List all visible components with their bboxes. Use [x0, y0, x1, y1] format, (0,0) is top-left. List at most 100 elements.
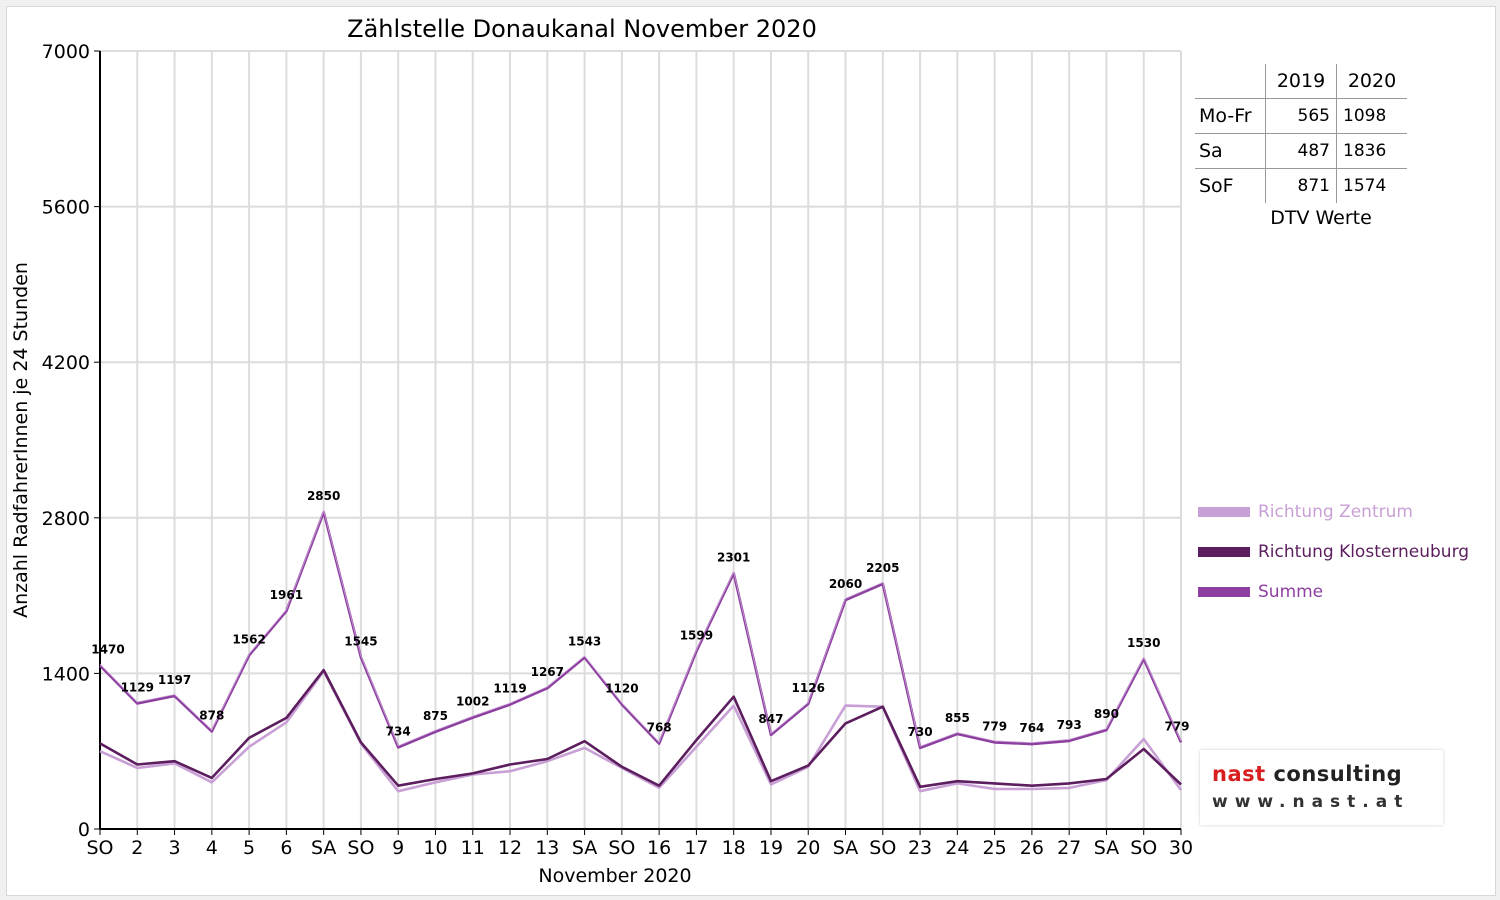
dtv-row-label: SoF	[1195, 168, 1266, 203]
dtv-row-mofr: Mo-Fr 565 1098	[1195, 98, 1407, 134]
series-line-zentrum	[99, 669, 1183, 793]
dtv-value-2019: 487	[1265, 133, 1337, 169]
x-tick-label: 12	[498, 837, 522, 859]
dtv-value-2020: 1836	[1336, 133, 1407, 169]
data-label: 1126	[792, 681, 825, 695]
data-label: 2850	[307, 489, 340, 503]
logo-name-part1: nast	[1212, 762, 1266, 786]
legend-swatch	[1198, 547, 1250, 557]
y-tick-label: 2800	[42, 508, 90, 530]
legend-swatch	[1198, 587, 1250, 597]
legend-item-zentrum: Richtung Zentrum	[1198, 492, 1469, 532]
data-label: 764	[1019, 721, 1044, 735]
x-tick-label: SO	[608, 837, 635, 859]
legend: Richtung Zentrum Richtung Klosterneuburg…	[1198, 492, 1469, 612]
data-label: 1543	[568, 635, 601, 649]
x-tick-label: SA	[1094, 837, 1119, 859]
series-line-klosterneuburg	[99, 668, 1182, 789]
legend-label: Summe	[1258, 582, 1324, 602]
series-layer	[99, 509, 1183, 793]
dtv-row-sa: Sa 487 1836	[1195, 133, 1407, 169]
series-line-summe	[99, 510, 1183, 750]
data-label: 734	[386, 724, 411, 738]
x-tick-label: 25	[983, 837, 1007, 859]
dtv-header-2020: 2020	[1336, 64, 1407, 99]
x-tick-label: 23	[908, 837, 932, 859]
data-label: 1120	[605, 682, 638, 696]
data-label: 1545	[344, 634, 377, 648]
x-tick-label: 18	[722, 837, 746, 859]
x-tick-label: 4	[206, 837, 218, 859]
data-label: 1129	[121, 681, 154, 695]
series-line-summe-highlight	[99, 509, 1182, 747]
dtv-value-2020: 1574	[1336, 168, 1407, 203]
data-label: 779	[1164, 719, 1189, 733]
legend-item-summe: Summe	[1198, 572, 1469, 612]
dtv-table: 2019 2020 Mo-Fr 565 1098 Sa 487 1836 SoF…	[1195, 64, 1407, 229]
grid-layer	[99, 50, 1182, 830]
y-axis-label: Anzahl RadfahrerInnen je 24 Stunden	[10, 262, 32, 618]
x-tick-label: 5	[243, 837, 255, 859]
legend-item-klosterneuburg: Richtung Klosterneuburg	[1198, 532, 1469, 572]
dtv-caption: DTV Werte	[1270, 207, 1372, 229]
x-tick-label: SA	[311, 837, 336, 859]
y-tick-label: 7000	[42, 41, 90, 63]
dtv-header-empty	[1195, 64, 1266, 99]
data-label: 1961	[270, 588, 303, 602]
logo-name-part2: consulting	[1265, 762, 1403, 786]
data-label: 847	[758, 712, 783, 726]
data-label: 1599	[680, 628, 713, 642]
dtv-row-sof: SoF 871 1574	[1195, 168, 1407, 203]
x-tick-label: 19	[759, 837, 783, 859]
y-tick-label: 5600	[42, 197, 90, 219]
x-tick-label: 13	[535, 837, 559, 859]
data-label: 875	[423, 709, 448, 723]
x-tick-label: SO	[347, 837, 374, 859]
data-label: 793	[1057, 718, 1082, 732]
x-tick-label: 24	[945, 837, 969, 859]
data-label: 1119	[493, 682, 526, 696]
dtv-value-2019: 565	[1265, 98, 1337, 134]
data-label: 1530	[1127, 636, 1160, 650]
chart-title: Zählstelle Donaukanal November 2020	[347, 15, 817, 43]
data-label: 890	[1094, 707, 1119, 721]
x-tick-label: SA	[833, 837, 858, 859]
legend-swatch	[1198, 507, 1250, 517]
x-tick-label: 9	[392, 837, 404, 859]
data-label: 1267	[531, 665, 564, 679]
y-tick-label: 1400	[42, 663, 90, 685]
x-tick-label: SO	[86, 837, 113, 859]
dtv-table-grid: 2019 2020 Mo-Fr 565 1098 Sa 487 1836 SoF…	[1195, 64, 1407, 203]
data-label: 768	[647, 721, 672, 735]
x-tick-label: 16	[647, 837, 671, 859]
data-labels-layer: 1470 1129 1197 878 1562 1961 2850 1545 734 875 100…	[91, 489, 1189, 739]
data-label: 1197	[158, 673, 191, 687]
data-label: 855	[945, 711, 970, 725]
x-tick-label: 3	[169, 837, 181, 859]
x-tick-label: 26	[1020, 837, 1044, 859]
x-tick-label: 11	[461, 837, 485, 859]
dtv-header-2019: 2019	[1265, 64, 1337, 99]
data-label: 1002	[456, 695, 489, 709]
x-tick-label: SO	[1130, 837, 1157, 859]
legend-label: Richtung Zentrum	[1258, 502, 1413, 522]
x-tick-label: 6	[280, 837, 292, 859]
x-tick-label: 17	[684, 837, 708, 859]
x-tick-label: 10	[423, 837, 447, 859]
data-label: 730	[908, 725, 933, 739]
x-tick-label: 20	[796, 837, 820, 859]
data-label: 2301	[717, 550, 750, 564]
logo-name: nast consulting	[1212, 762, 1402, 786]
dtv-header-row: 2019 2020	[1195, 64, 1407, 99]
dtv-value-2019: 871	[1265, 168, 1337, 203]
data-label: 1470	[91, 643, 124, 657]
x-tick-label: 2	[131, 837, 143, 859]
x-tick-label: SA	[572, 837, 597, 859]
logo-url: www.nast.at	[1212, 792, 1410, 812]
x-tick-label: 30	[1169, 837, 1193, 859]
data-label: 878	[199, 708, 224, 722]
x-tick-label: 27	[1057, 837, 1081, 859]
data-label: 779	[982, 719, 1007, 733]
